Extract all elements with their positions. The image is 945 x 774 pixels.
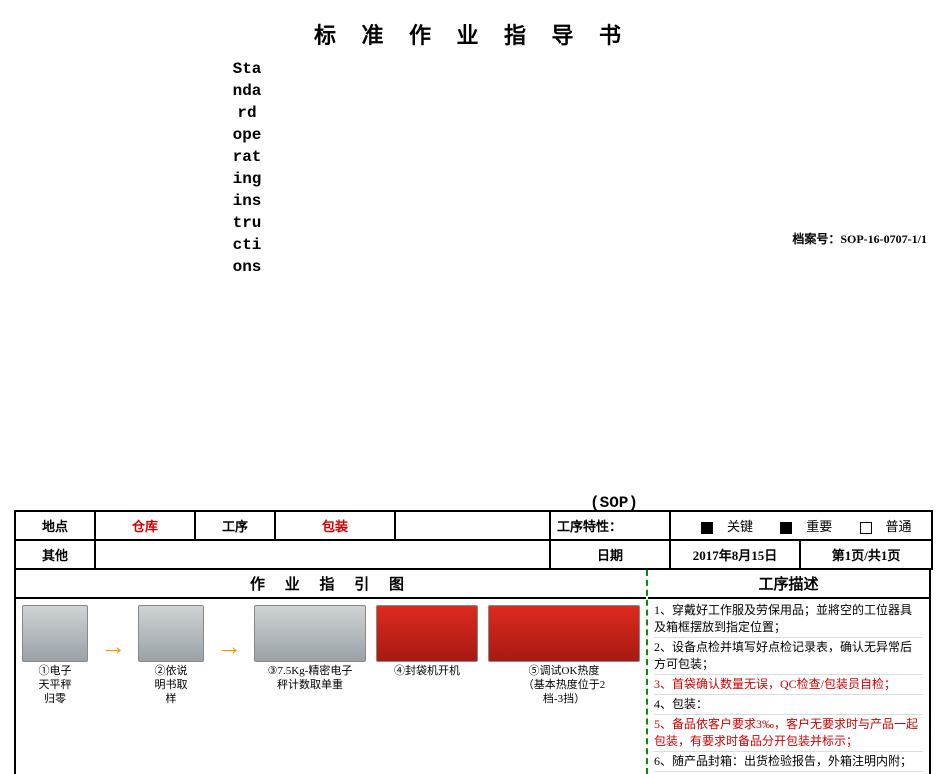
document-number: 档案号：SOP-16-0707-1/1 (792, 230, 927, 247)
proc-feature-checks: 关键 重要 普通 (670, 511, 932, 540)
header-table-wrap: 地点 仓库 工序 包装 工序特性： 关键 重要 普通 其他 日期 2017年8月… (14, 510, 931, 774)
figure-2: ②依说明书取样 (138, 605, 204, 706)
desc-item: 3、首袋确认数量无误，QC检查/包装员自检； (654, 675, 923, 695)
date-label: 日期 (550, 540, 670, 569)
thumb-image (254, 605, 366, 662)
checkbox-icon (701, 522, 713, 534)
arrow-icon: → (214, 632, 244, 662)
desc-item: 1、穿戴好工作服及劳保用品；並將空的工位器具及箱框摆放到指定位置； (654, 601, 923, 638)
doc-number-label: 档案号： (792, 232, 840, 246)
desc-panel: 工序描述 1、穿戴好工作服及劳保用品；並將空的工位器具及箱框摆放到指定位置； 2… (648, 570, 929, 774)
desc-heading: 工序描述 (648, 570, 929, 599)
thumb-image (138, 605, 204, 662)
figure-4: ④封袋机开机 (376, 605, 478, 706)
check-imp: 重要 (768, 519, 832, 534)
desc-item: 2、设备点检并填写好点检记录表，确认无异常后方可包装； (654, 638, 923, 675)
figure-5: ⑤调试OK热度（基本热度位于2档-3挡） (488, 605, 640, 706)
checkbox-icon (780, 522, 792, 534)
other-label: 其他 (15, 540, 95, 569)
loc-label: 地点 (15, 511, 95, 540)
doc-number-value: SOP-16-0707-1/1 (840, 232, 927, 246)
arrow-icon: → (98, 632, 128, 662)
figure-caption: ①电子天平秤归零 (39, 664, 72, 706)
other-value (95, 540, 550, 569)
vertical-subtitle: Standard operating instructions (229, 58, 265, 278)
guide-panel: 作 业 指 引 图 ①电子天平秤归零 → ②依说明书取样 → ③7.5Kg-精密… (16, 570, 648, 774)
thumb-image (22, 605, 88, 662)
desc-item: 6、随产品封箱：出货检验报告，外箱注明内附； (654, 752, 923, 772)
desc-item: 5、备品依客户要求3‰，客户无要求时与产品一起包装，有要求时备品分开包装并标示； (654, 715, 923, 752)
figure-caption: ⑤调试OK热度（基本热度位于2档-3挡） (523, 664, 606, 706)
check-norm: 普通 (848, 519, 912, 534)
figure-caption: ④封袋机开机 (394, 664, 460, 678)
figure-3: ③7.5Kg-精密电子秤计数取单重 (254, 605, 366, 706)
proc-value: 包装 (275, 511, 395, 540)
checkbox-icon (860, 522, 872, 534)
header-table: 地点 仓库 工序 包装 工序特性： 关键 重要 普通 其他 日期 2017年8月… (14, 510, 933, 570)
date-value: 2017年8月15日 (670, 540, 800, 569)
content-section: 作 业 指 引 图 ①电子天平秤归零 → ②依说明书取样 → ③7.5Kg-精密… (14, 570, 931, 774)
figure-caption: ③7.5Kg-精密电子秤计数取单重 (268, 664, 353, 692)
page-title: 标 准 作 业 指 导 书 (14, 18, 931, 50)
desc-list: 1、穿戴好工作服及劳保用品；並將空的工位器具及箱框摆放到指定位置； 2、设备点检… (648, 599, 929, 774)
desc-item: 4、包装： (654, 695, 923, 715)
check-key: 关键 (689, 519, 753, 534)
figure-1: ①电子天平秤归零 (22, 605, 88, 706)
thumb-image (376, 605, 478, 662)
proc-feature-label: 工序特性： (550, 511, 670, 540)
proc-label: 工序 (195, 511, 275, 540)
loc-value: 仓库 (95, 511, 195, 540)
guide-heading: 作 业 指 引 图 (16, 570, 646, 599)
figure-caption: ②依说明书取样 (155, 664, 188, 706)
figure-row: ①电子天平秤归零 → ②依说明书取样 → ③7.5Kg-精密电子秤计数取单重 (16, 599, 646, 708)
blank-cell-1 (395, 511, 550, 540)
thumb-image (488, 605, 640, 662)
page-info: 第1页/共1页 (800, 540, 932, 569)
